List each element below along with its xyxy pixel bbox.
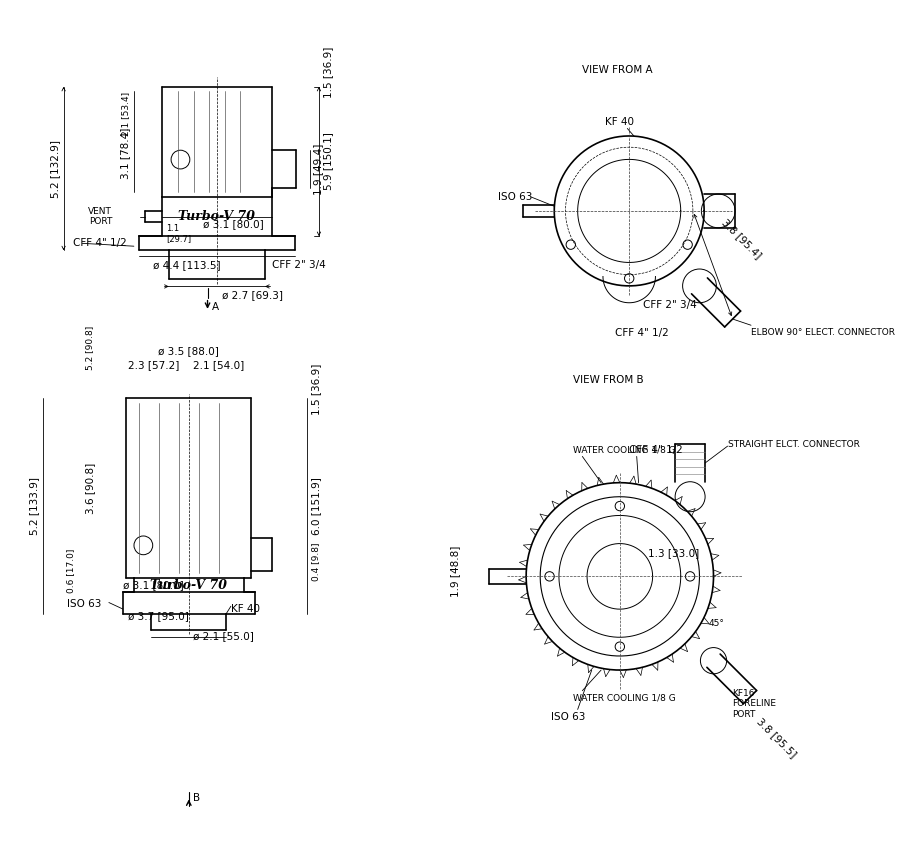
Text: 1.3 [33.0]: 1.3 [33.0]	[648, 547, 699, 558]
Text: ISO 63: ISO 63	[551, 712, 585, 722]
Text: KF16
FORELINE
PORT: KF16 FORELINE PORT	[732, 688, 776, 719]
Text: A: A	[212, 302, 219, 312]
Text: KF 40: KF 40	[231, 604, 260, 614]
Text: 45°: 45°	[708, 618, 725, 628]
Text: ø 2.1 [55.0]: ø 2.1 [55.0]	[194, 631, 255, 641]
Text: VIEW FROM A: VIEW FROM A	[582, 65, 653, 75]
Text: CFF 4" 1/2: CFF 4" 1/2	[629, 444, 683, 455]
Text: Turbo-V 70: Turbo-V 70	[178, 210, 256, 223]
Text: ELBOW 90° ELECT. CONNECTOR: ELBOW 90° ELECT. CONNECTOR	[751, 328, 895, 337]
Text: 1.9 [48.8]: 1.9 [48.8]	[450, 546, 460, 598]
Text: ø 3.5 [88.0]: ø 3.5 [88.0]	[158, 346, 219, 356]
Text: CFF 2" 3/4: CFF 2" 3/4	[272, 260, 326, 269]
Text: 5.2 [90.8]: 5.2 [90.8]	[86, 326, 95, 370]
Text: ø 3.1 [80.0]: ø 3.1 [80.0]	[123, 580, 184, 590]
Text: 1.5 [36.9]: 1.5 [36.9]	[311, 363, 321, 415]
Text: ISO 63: ISO 63	[67, 599, 101, 610]
Text: VIEW FROM B: VIEW FROM B	[573, 375, 644, 385]
Text: 0.6 [17.0]: 0.6 [17.0]	[66, 548, 75, 593]
Text: STRAIGHT ELCT. CONNECTOR: STRAIGHT ELCT. CONNECTOR	[728, 440, 859, 449]
Text: ø 2.7 [69.3]: ø 2.7 [69.3]	[222, 290, 283, 301]
Text: 0.4 [9.8]: 0.4 [9.8]	[311, 542, 320, 580]
Text: CFF 4" 1/2: CFF 4" 1/2	[73, 238, 127, 249]
Text: ø 3.7 [95.0]: ø 3.7 [95.0]	[128, 611, 188, 621]
Text: 3.6 [90.8]: 3.6 [90.8]	[85, 462, 95, 514]
Text: 2.1 [54.0]: 2.1 [54.0]	[194, 360, 245, 371]
Text: 1.1
[29.7]: 1.1 [29.7]	[166, 224, 192, 243]
Text: WATER COOLING 1/8 G: WATER COOLING 1/8 G	[573, 694, 676, 702]
Text: 1.5 [36.9]: 1.5 [36.9]	[322, 47, 332, 99]
Text: B: B	[194, 793, 201, 804]
Text: ISO 63: ISO 63	[498, 192, 532, 202]
Text: 5.2 [133.9]: 5.2 [133.9]	[29, 477, 39, 535]
Text: 3.8 [95.5]: 3.8 [95.5]	[755, 716, 798, 759]
Text: 3.8 [95.4]: 3.8 [95.4]	[720, 216, 763, 261]
Text: CFF 2" 3/4: CFF 2" 3/4	[644, 300, 697, 310]
Text: VENT
PORT: VENT PORT	[89, 207, 112, 226]
Text: ø 3.1 [80.0]: ø 3.1 [80.0]	[203, 219, 264, 229]
Text: WATER COOLING 1/8 G: WATER COOLING 1/8 G	[573, 445, 676, 455]
Text: 6.0 [151.9]: 6.0 [151.9]	[311, 477, 321, 535]
Text: 5.9 [150.1]: 5.9 [150.1]	[322, 132, 332, 191]
Text: 3.1 [78.4]: 3.1 [78.4]	[120, 127, 130, 178]
Text: 2.1 [53.4]: 2.1 [53.4]	[121, 92, 130, 136]
Text: 2.3 [57.2]: 2.3 [57.2]	[128, 360, 180, 371]
Text: 1.9 [49.4]: 1.9 [49.4]	[313, 143, 323, 195]
Text: Turbo-V 70: Turbo-V 70	[151, 578, 227, 591]
Text: KF 40: KF 40	[605, 117, 635, 126]
Text: CFF 4" 1/2: CFF 4" 1/2	[615, 327, 669, 338]
Text: ø 4.4 [113.5]: ø 4.4 [113.5]	[152, 260, 220, 270]
Text: 5.2 [132.9]: 5.2 [132.9]	[50, 139, 60, 197]
